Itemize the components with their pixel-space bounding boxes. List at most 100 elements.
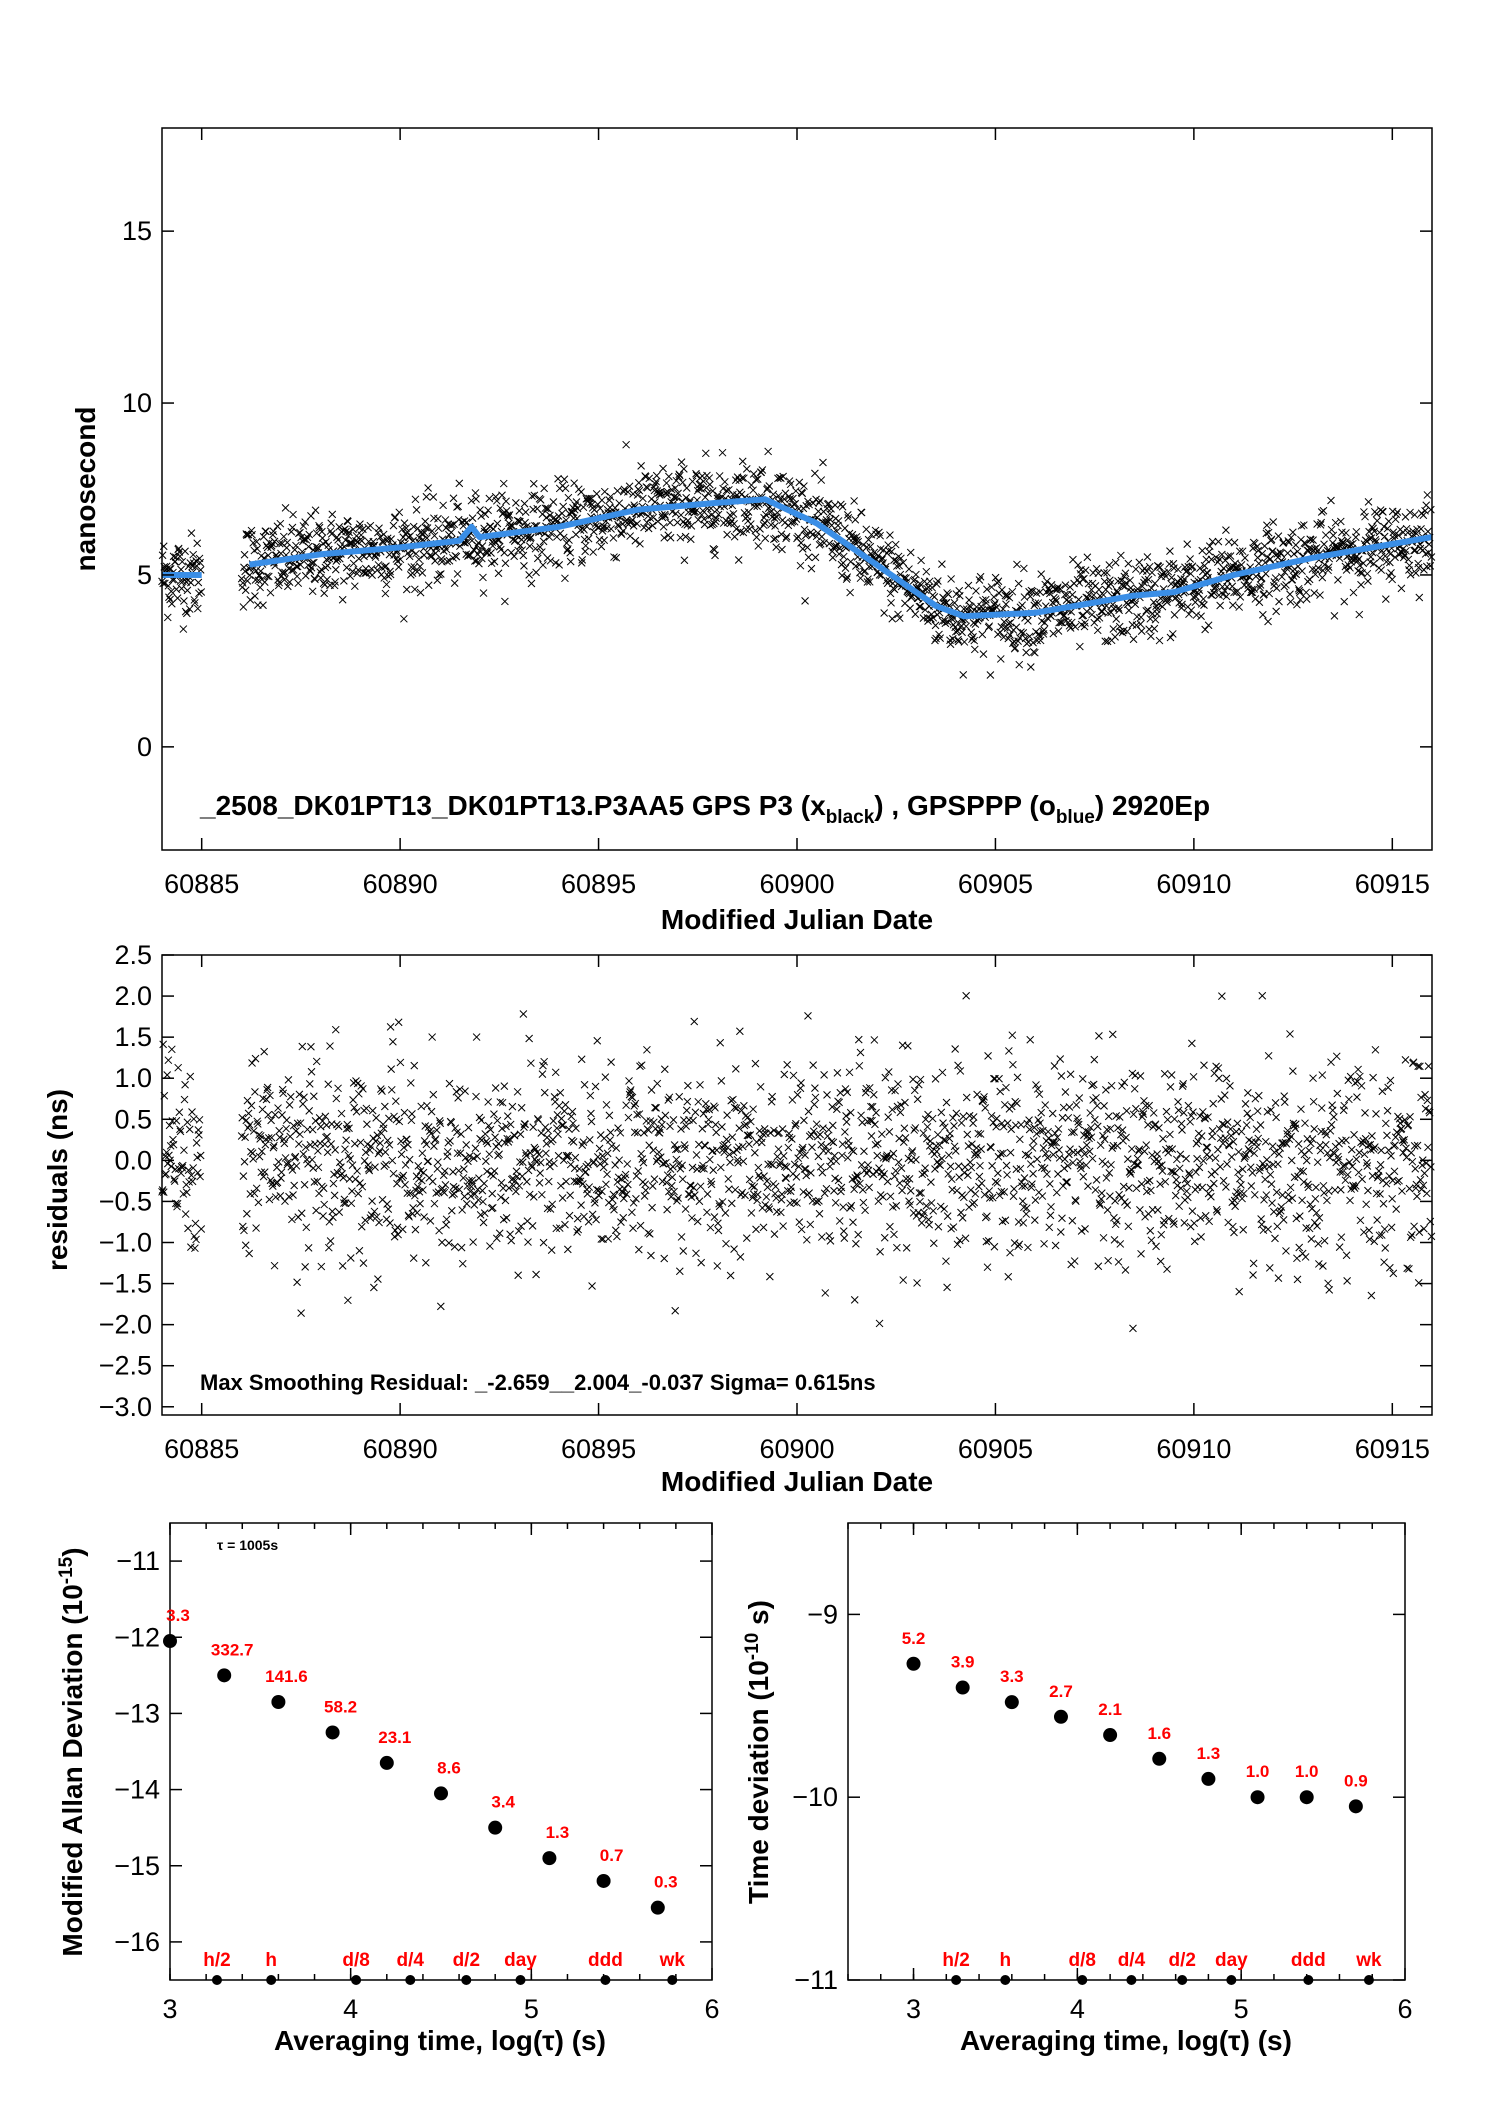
raw-point-b (266, 588, 275, 597)
raw-point-b (684, 516, 692, 525)
x-tick-label: 60910 (1156, 869, 1231, 899)
raw-point-b (1018, 601, 1026, 610)
raw-point-b (315, 521, 323, 530)
raw-point-b (1067, 618, 1076, 627)
raw-point-b (844, 514, 853, 522)
raw-point-b (835, 544, 844, 553)
raw-point-b (460, 538, 468, 547)
raw-point-b (302, 536, 311, 544)
raw-point-b (476, 506, 484, 514)
raw-point-b (462, 518, 471, 527)
raw-point-b (1128, 620, 1137, 629)
raw-point-b (471, 557, 479, 565)
raw-point-b (771, 534, 780, 543)
raw-point-b (1192, 611, 1201, 619)
raw-point-b (311, 506, 320, 515)
raw-point-b (1019, 629, 1028, 637)
raw-point-b (934, 577, 942, 585)
raw-point-b (1201, 625, 1209, 634)
raw-point-b (761, 510, 770, 519)
raw-point-b (626, 532, 635, 540)
raw-point-b (712, 514, 721, 523)
raw-point-b (804, 497, 812, 506)
raw-point-b (953, 627, 962, 635)
raw-point-b (243, 577, 252, 585)
raw-point-b (662, 488, 670, 497)
raw-point-b (590, 505, 599, 514)
raw-point-b (1061, 581, 1070, 589)
raw-point-b (729, 490, 737, 499)
raw-point-b (1020, 564, 1028, 573)
raw-point-b (285, 578, 294, 586)
raw-point-b (463, 538, 472, 547)
raw-point-b (1212, 553, 1220, 562)
raw-point-b (423, 524, 432, 532)
raw-point-b (705, 480, 714, 489)
raw-point-b (968, 635, 976, 644)
raw-point-b (1109, 625, 1118, 633)
raw-point-b (1104, 609, 1113, 617)
raw-point-b (782, 534, 790, 543)
raw-point-b (581, 547, 589, 556)
raw-point-b (1203, 569, 1212, 577)
raw-point-b (427, 552, 436, 560)
raw-point-b (793, 534, 801, 543)
raw-point-b (746, 520, 755, 528)
raw-point-b (1137, 627, 1146, 635)
raw-point-b (359, 568, 368, 577)
raw-point-b (1195, 586, 1204, 595)
raw-point-b (525, 570, 533, 579)
raw-point-b (887, 598, 895, 607)
raw-point-b (1028, 587, 1037, 596)
raw-point-b (1142, 607, 1151, 615)
raw-point-b (1200, 561, 1209, 570)
raw-point-b (959, 605, 968, 613)
raw-point-b (614, 522, 623, 531)
raw-point-b (680, 465, 688, 473)
raw-point-b (994, 577, 1003, 586)
raw-point-b (834, 517, 843, 525)
raw-point-b (725, 485, 733, 494)
raw-point-b (797, 539, 805, 547)
raw-point-b (559, 502, 568, 511)
raw-point-b (582, 494, 591, 503)
raw-point-b (897, 554, 905, 563)
raw-point-b (785, 492, 793, 501)
raw-point-b (406, 532, 415, 540)
raw-point-b (362, 569, 371, 577)
raw-point-b (1102, 602, 1111, 610)
raw-point-b (819, 458, 827, 467)
raw-point-b (780, 495, 789, 503)
raw-point-b (1074, 561, 1082, 569)
y-tick-label: 5 (137, 560, 152, 590)
raw-point-b (1182, 567, 1191, 576)
raw-point-b (876, 545, 885, 553)
raw-point-b (570, 479, 579, 488)
raw-point-b (856, 574, 865, 583)
raw-point-b (379, 530, 388, 539)
raw-point-b (1152, 605, 1161, 614)
raw-point-b (925, 577, 934, 586)
raw-point-b (1191, 598, 1200, 607)
raw-point-b (1252, 572, 1260, 581)
raw-point-b (714, 491, 722, 500)
raw-point-b (428, 527, 437, 535)
raw-point-b (585, 494, 594, 503)
raw-point-b (1032, 627, 1040, 636)
raw-point-b (597, 542, 606, 551)
raw-point-b (174, 544, 183, 553)
raw-point-b (1226, 552, 1235, 560)
raw-point-b (1136, 620, 1145, 628)
raw-point-b (382, 580, 391, 589)
raw-point-b (327, 519, 335, 528)
raw-point-b (335, 523, 344, 531)
raw-point-b (472, 495, 480, 503)
raw-point-b (383, 537, 391, 545)
raw-point-b (252, 537, 261, 546)
raw-point-b (1066, 624, 1075, 632)
raw-point-b (323, 561, 332, 570)
raw-point-b (579, 503, 588, 512)
raw-point-b (301, 518, 310, 526)
raw-point-b (447, 528, 456, 537)
raw-point-b (1024, 617, 1032, 625)
